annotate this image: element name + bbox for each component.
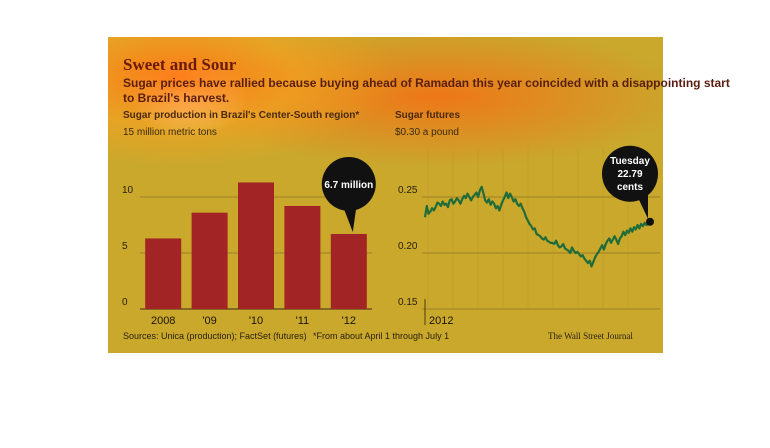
credit: The Wall Street Journal — [548, 331, 633, 341]
line-chart-unit: $0.30 a pound — [395, 127, 459, 138]
chart-title: Sweet and Sour — [123, 55, 237, 74]
line-chart-title: Sugar futures — [395, 110, 461, 121]
sources-note: Sources: Unica (production); FactSet (fu… — [123, 331, 307, 341]
bar-chart-unit: 15 million metric tons — [123, 127, 217, 138]
bar-chart-title: Sugar production in Brazil's Center-Sout… — [123, 110, 360, 121]
subtitle-line-2: to Brazil's harvest. — [123, 91, 230, 105]
subtitle-line-1: Sugar prices have rallied because buying… — [123, 76, 730, 90]
footnote: *From about April 1 through July 1 — [313, 331, 450, 341]
